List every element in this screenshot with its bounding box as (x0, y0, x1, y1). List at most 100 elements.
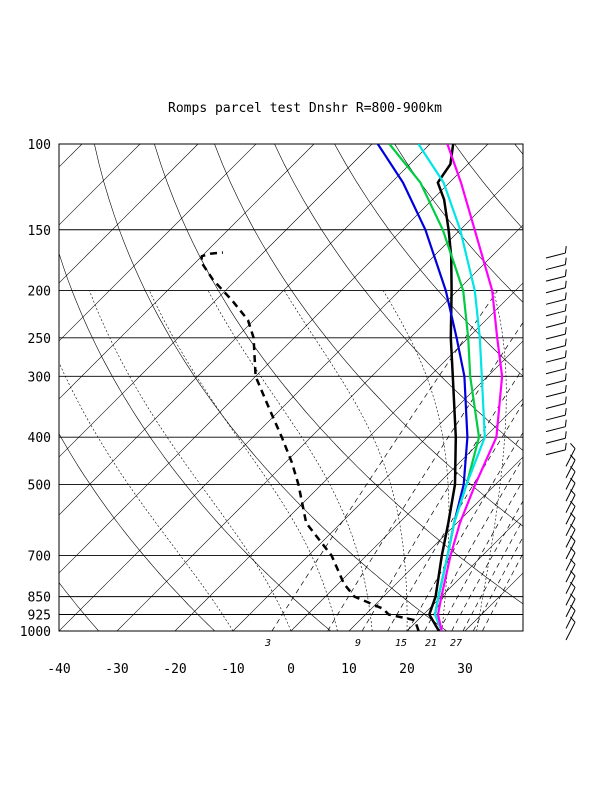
wind-barb (545, 252, 566, 259)
mixing-ratio-line (387, 402, 523, 631)
moist-adiabat-lines (59, 290, 507, 631)
wind-barb-flag (570, 616, 576, 623)
wind-barb-flag (570, 547, 576, 554)
pressure-tick-label: 150 (28, 224, 51, 239)
isotherm-line (59, 144, 141, 226)
mixing-ratio-label: 9 (355, 638, 361, 649)
wind-barb-flag (570, 535, 576, 542)
wind-barb (565, 529, 576, 548)
moist-adiabat (284, 290, 408, 631)
skew-isotherm-lines (59, 144, 612, 631)
moist-adiabat (149, 290, 338, 631)
wind-barb (565, 459, 576, 479)
isotherm-line (59, 144, 489, 574)
wind-barb (545, 298, 566, 305)
wind-barb-flag (564, 396, 567, 404)
dry-adiabat (454, 144, 523, 230)
dry-adiabat (59, 252, 331, 631)
wind-barb (565, 506, 576, 525)
isotherm-line (59, 166, 523, 631)
pressure-tick-label: 1000 (20, 625, 51, 640)
wind-barb-flag (570, 489, 576, 496)
mixing-ratio-label: 15 (395, 638, 407, 649)
wind-barb-flag (570, 593, 576, 600)
dry-adiabat (575, 144, 612, 631)
wind-barb-flag (564, 442, 567, 450)
profile-line-0 (428, 144, 458, 631)
mixing-ratio-line (472, 536, 523, 631)
moist-adiabat (89, 290, 292, 631)
mixing-ratio-line (482, 552, 523, 631)
dry-adiabat (274, 144, 523, 451)
wind-barb (565, 621, 576, 641)
wind-barb (545, 275, 566, 282)
mixing-ratio-line (361, 367, 523, 631)
isotherm-line (59, 144, 257, 342)
temperature-tick-label: 20 (399, 662, 415, 677)
mixing-ratio-label: 21 (425, 638, 437, 649)
wind-barb-flag (564, 361, 567, 369)
wind-barb (545, 379, 566, 386)
wind-barb (545, 368, 566, 375)
mixing-ratio-label: 3 (264, 638, 271, 649)
wind-barb-flag (564, 350, 567, 358)
isotherm-line (59, 144, 199, 284)
wind-barb (565, 552, 576, 571)
wind-barb (545, 437, 566, 444)
wind-barb-flag (564, 246, 567, 254)
wind-barb (565, 564, 576, 583)
mixing-ratio-line (327, 321, 523, 631)
wind-barb (565, 575, 576, 594)
wind-barb (545, 449, 566, 456)
temperature-tick-label: 30 (457, 662, 473, 677)
wind-barb (565, 598, 576, 618)
chart-title: Romps parcel test Dnshr R=800-900km (168, 101, 442, 116)
pressure-tick-label: 250 (28, 332, 51, 347)
isotherm-line (174, 282, 523, 631)
temperature-tick-label: -20 (163, 662, 186, 677)
wind-barb (565, 540, 576, 560)
temperature-tick-label: 0 (287, 662, 295, 677)
moist-adiabat (59, 361, 234, 631)
temperature-tick-labels: -40 -30 -20 -10 0 10 20 30 (47, 662, 473, 677)
temperature-tick-label: -30 (105, 662, 128, 677)
wind-barbs (545, 246, 576, 641)
wind-barb-flag (564, 303, 567, 311)
pressure-tick-label: 700 (28, 550, 51, 565)
wind-barb (565, 471, 576, 490)
moist-adiabat (476, 290, 507, 631)
wind-barb-flag (570, 558, 576, 565)
isotherm-line (59, 144, 373, 458)
wind-barb-flag (570, 512, 576, 519)
wind-barb-flag (564, 384, 567, 393)
wind-barb-flag (570, 605, 576, 611)
wind-barb-flag (570, 581, 576, 588)
wind-barb-flag (570, 500, 576, 507)
isotherm-line (116, 224, 523, 631)
wind-barb (565, 587, 576, 606)
wind-barb-flag (570, 442, 576, 449)
wind-barb-flag (564, 373, 567, 381)
pressure-tick-label: 500 (28, 478, 51, 493)
pressure-tick-label: 200 (28, 285, 51, 300)
profile-series (200, 144, 504, 631)
wind-barb-flag (570, 454, 576, 461)
pressure-tick-label: 925 (28, 609, 51, 624)
dry-adiabat (94, 144, 447, 631)
pressure-tick-label: 100 (28, 138, 51, 153)
wind-barb-flag (564, 280, 567, 288)
wind-barb-flag (564, 338, 567, 346)
wind-barb (545, 414, 566, 421)
wind-barb-flag (564, 327, 567, 335)
wind-barb-flag (570, 477, 576, 484)
dry-adiabat (514, 144, 523, 155)
wind-barb-flag (564, 419, 567, 427)
profile-line-5 (436, 144, 504, 631)
wind-barb (545, 426, 566, 433)
wind-barb (565, 494, 576, 513)
pressure-tick-label: 300 (28, 370, 51, 385)
isotherm-line (581, 144, 612, 631)
wind-barb-flag (570, 570, 576, 577)
